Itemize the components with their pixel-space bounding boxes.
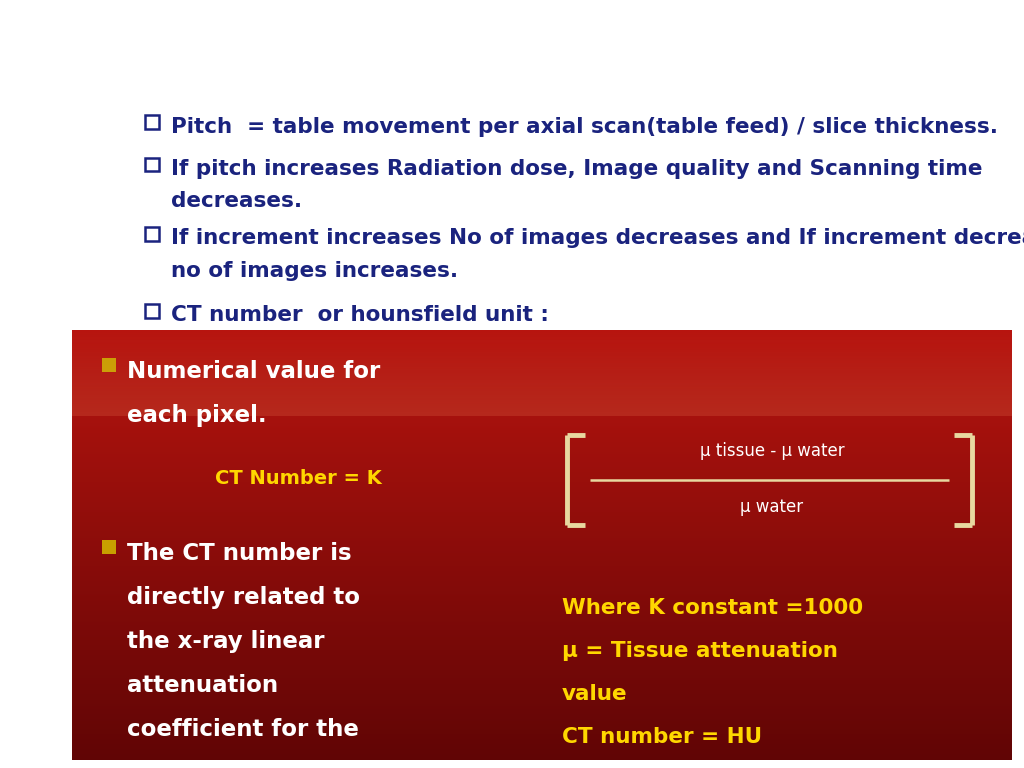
Text: tissue contained in: tissue contained in (127, 762, 373, 768)
Bar (102, 540, 116, 554)
Text: Where K constant =1000: Where K constant =1000 (562, 598, 863, 618)
Text: μ tissue - μ water: μ tissue - μ water (699, 442, 845, 460)
Text: CT number  or hounsfield unit :: CT number or hounsfield unit : (171, 306, 549, 326)
Text: If increment increases No of images decreases and If increment decreases: If increment increases No of images decr… (171, 228, 1024, 249)
Bar (102, 358, 116, 372)
Text: attenuation: attenuation (127, 674, 279, 697)
Bar (145, 115, 159, 129)
Text: Numerical value for: Numerical value for (127, 360, 380, 383)
Bar (145, 227, 159, 241)
Bar (145, 304, 159, 318)
Text: Pitch  = table movement per axial scan(table feed) / slice thickness.: Pitch = table movement per axial scan(ta… (171, 117, 997, 137)
Text: CT number = HU: CT number = HU (562, 727, 762, 747)
Text: value: value (562, 684, 628, 704)
Text: coefficient for the: coefficient for the (127, 718, 358, 741)
Text: the x-ray linear: the x-ray linear (127, 630, 325, 653)
Text: μ = Tissue attenuation: μ = Tissue attenuation (562, 641, 838, 661)
Text: The CT number is: The CT number is (127, 542, 351, 565)
Text: decreases.: decreases. (171, 191, 302, 211)
Text: each pixel.: each pixel. (127, 404, 266, 427)
Text: no of images increases.: no of images increases. (171, 261, 458, 281)
Text: μ water: μ water (740, 498, 804, 516)
Text: CT Number = K: CT Number = K (215, 468, 382, 488)
Text: If pitch increases Radiation dose, Image quality and Scanning time: If pitch increases Radiation dose, Image… (171, 159, 982, 179)
Text: directly related to: directly related to (127, 586, 360, 609)
Bar (145, 157, 159, 171)
